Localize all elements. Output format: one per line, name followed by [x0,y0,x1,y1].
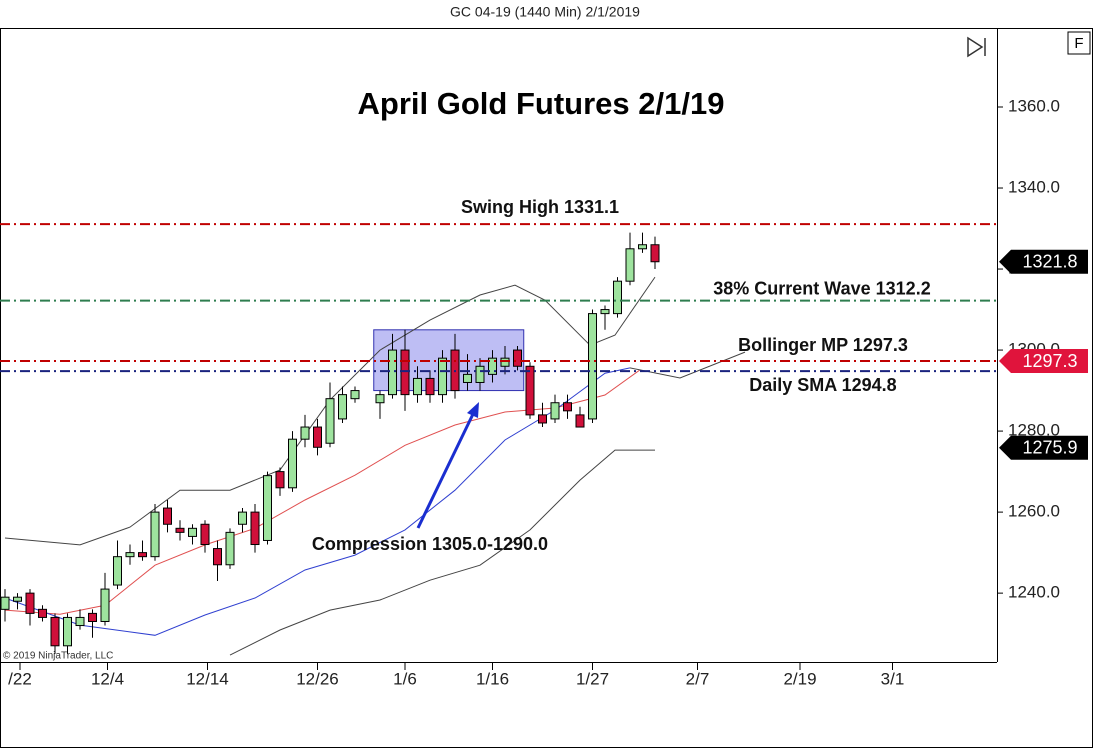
indicator-line [4,369,641,615]
candle-body [38,608,47,618]
x-tick-label: /22 [8,669,32,688]
y-tick-label: 1240.0 [1008,583,1060,602]
candle-body [413,377,422,396]
price-tag [999,349,1088,374]
candle-body [625,248,635,282]
indicator-line [4,276,656,546]
candle-body [313,426,322,448]
candle-body [13,596,22,602]
x-tick-label: 1/27 [576,669,609,688]
frame [0,28,1093,748]
candle-body [238,511,247,525]
price-tag-label: 1275.9 [1022,437,1077,457]
plot: 1240.01260.01280.01300.01320.01340.01360… [0,96,1060,688]
level-label: Bollinger MP 1297.3 [738,335,908,355]
candle-body [638,244,647,250]
candle-body [288,438,297,489]
x-tick-label: 12/4 [91,669,124,688]
candle-body [125,552,135,558]
candle-body [575,414,585,428]
candle-body [588,313,597,420]
candle-body [88,612,97,622]
candle-body [563,402,572,412]
price-tag [999,249,1088,274]
x-tick-label: 2/7 [686,669,710,688]
compression-label: Compression 1305.0-1290.0 [312,534,548,554]
candle-body [200,523,210,546]
candle-body [100,588,110,622]
x-tick-label: 12/26 [296,669,339,688]
badge[interactable]: F [1074,35,1083,52]
candle-body [325,398,335,444]
candle-body [525,365,535,416]
candle-body [138,552,147,558]
candle-body [188,527,197,537]
y-tick-label: 1340.0 [1008,178,1060,197]
candle-body [650,244,660,263]
candle-body [600,309,610,315]
y-tick-label: 1280.0 [1008,421,1060,440]
candle-body [113,556,122,586]
price-tag [999,435,1088,460]
scroll-icon[interactable] [967,36,986,58]
candle-body [75,616,85,627]
candle-body [63,616,72,647]
price-tag-label: 1297.3 [1022,351,1077,371]
candle-body [388,349,397,396]
candle-body [475,365,485,383]
candle-body [163,507,172,525]
candle-body [500,357,510,367]
candle-body [150,511,160,558]
candle-body [488,357,497,375]
x-tick-label: 2/19 [783,669,816,688]
chart-title: April Gold Futures 2/1/19 [358,86,725,121]
candle-body [213,548,222,566]
x-tick-label: 1/16 [476,669,509,688]
candle-body [50,616,60,647]
candle-body [263,475,272,541]
header: GC 04-19 (1440 Min) 2/1/2019 [450,4,640,20]
level-label: Daily SMA 1294.8 [749,375,896,395]
x-tick-label: 3/1 [881,669,905,688]
candle-body [300,426,310,440]
candle-body [400,349,410,396]
x-tick-label: 1/6 [393,669,417,688]
level-label: Swing High 1331.1 [461,197,619,217]
candle-body [250,511,260,546]
candle-body [438,357,447,396]
candle-body [425,377,435,396]
y-tick-label: 1260.0 [1008,502,1060,521]
arrow-shaft [416,411,476,529]
candle-body [0,596,10,610]
x-tick-label: 12/14 [186,669,229,688]
candle-body [25,592,35,614]
candle-body [175,527,185,533]
candle-body [463,373,472,383]
price-tag-label: 1321.8 [1022,251,1077,271]
candle-body [350,390,360,400]
badge-box[interactable] [1067,31,1091,55]
candle-body [375,394,385,404]
candle-body [225,531,235,566]
candle-body [550,402,560,420]
level-label: 38% Current Wave 1312.2 [713,278,930,298]
arrow-head [467,402,479,418]
candle-body [613,280,622,315]
candle-body [538,414,547,424]
candle-body [338,394,347,420]
indicator-line [229,449,655,656]
candle-body [513,349,522,367]
candle-body [275,471,285,489]
y-tick-label: 1360.0 [1008,96,1060,115]
copyright: © 2019 NinjaTrader, LLC [3,651,113,662]
